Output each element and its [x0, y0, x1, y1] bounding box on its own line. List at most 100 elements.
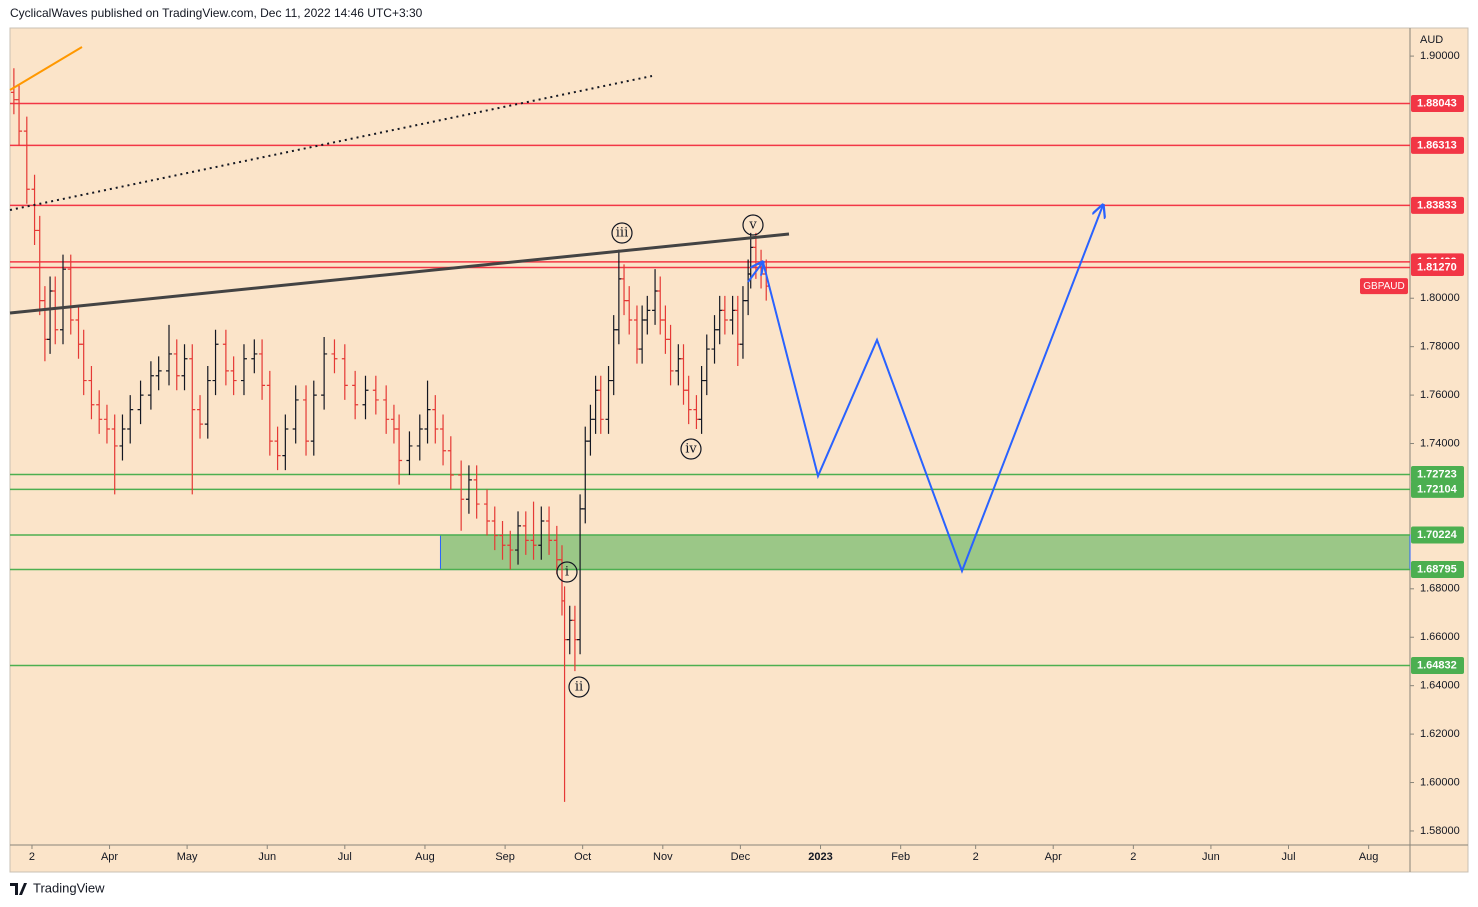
ohlc-bar: [222, 329, 229, 386]
price-badge-label: 1.72723: [1417, 468, 1457, 480]
ohlc-bar: [396, 414, 403, 485]
ohlc-bar: [491, 506, 498, 551]
trend-line: [9, 75, 653, 211]
price-badge-label: 1.83833: [1417, 199, 1457, 211]
ohlc-bar: [52, 276, 59, 345]
ohlc-bar: [127, 395, 134, 444]
wave-label: ii: [575, 680, 583, 695]
ohlc-bar: [440, 414, 447, 466]
ohlc-bar: [406, 431, 413, 476]
symbol-tag: [1360, 278, 1408, 295]
ohlc-bar: [274, 426, 281, 471]
x-tick-label: 2: [1130, 851, 1136, 863]
ohlc-bar: [703, 334, 710, 396]
ohlc-bar: [465, 465, 472, 514]
ohlc-bar: [383, 385, 390, 434]
wave-label: v: [748, 218, 757, 233]
header: CyclicalWaves published on TradingView.c…: [10, 6, 423, 20]
ohlc-bar: [155, 356, 162, 391]
ohlc-bar: [60, 254, 67, 345]
ohlc-bar: [352, 370, 359, 420]
wave-circle: [742, 214, 764, 236]
ohlc-bar: [111, 414, 118, 495]
y-tick-label: 1.74000: [1420, 437, 1460, 449]
ohlc-bar: [644, 295, 651, 335]
x-tick-label: Feb: [891, 851, 910, 863]
ohlc-bar: [721, 295, 728, 335]
y-tick-label: 1.60000: [1420, 776, 1460, 788]
ohlc-bar: [147, 361, 154, 410]
y-tick-label: 1.78000: [1420, 341, 1460, 353]
price-badge: [1411, 480, 1464, 498]
projection: [747, 262, 763, 283]
x-tick-label: Nov: [653, 851, 673, 863]
support-zone: [439, 534, 1411, 571]
price-badge: [1411, 94, 1464, 112]
x-tick-label: Apr: [1045, 851, 1062, 863]
y-tick-label: 1.76000: [1420, 389, 1460, 401]
projection: [762, 205, 1103, 574]
ohlc-bar: [432, 395, 439, 444]
y-tick-label: 1.64000: [1420, 680, 1460, 692]
ohlc-bar: [251, 339, 258, 374]
x-tick-label: Sep: [495, 851, 515, 863]
wave-circle: [556, 561, 578, 583]
ohlc-bar: [458, 460, 465, 531]
x-tick-label: 2023: [808, 851, 832, 863]
y-tick-label: 1.58000: [1420, 825, 1460, 837]
price-badge-label: 1.64832: [1417, 659, 1457, 671]
ohlc-bar: [310, 380, 317, 456]
ohlc-bar: [685, 375, 692, 425]
ohlc-bar: [240, 344, 247, 396]
ohlc-bar: [416, 414, 423, 461]
ohlc-bar: [667, 324, 674, 386]
wave-label: i: [565, 565, 569, 580]
x-tick-label: May: [177, 851, 198, 863]
wave-circle: [568, 676, 590, 698]
price-badge-label: 1.72104: [1417, 483, 1458, 495]
symbol-label: GBPAUD: [1363, 281, 1405, 292]
x-tick-label: Jun: [258, 851, 276, 863]
ohlc-bar: [67, 254, 74, 335]
ohlc-bar: [119, 414, 126, 461]
x-tick-label: Aug: [415, 851, 435, 863]
y-tick-label: 1.90000: [1420, 50, 1460, 62]
ohlc-bar: [212, 329, 219, 396]
ohlc-bar: [484, 489, 491, 536]
price-badge-label: 1.86313: [1417, 139, 1457, 151]
ohlc-bar: [303, 385, 310, 456]
ohlc-bar: [626, 286, 633, 335]
price-badge-label: 1.68795: [1417, 563, 1457, 575]
ohlc-bar: [473, 465, 480, 519]
x-tick-label: Jun: [1202, 851, 1220, 863]
ohlc-bar: [321, 336, 328, 410]
ohlc-bar: [597, 375, 604, 434]
wave-label: iv: [685, 442, 697, 457]
ohlc-bar: [80, 329, 87, 396]
ohlc-bar: [259, 339, 266, 400]
price-badge: [1411, 258, 1464, 276]
price-badge: [1411, 136, 1464, 154]
ohlc-bar: [447, 436, 454, 490]
axes: 1.90000 1.80000 1.78000 1.76000 1.74000 1.680…: [29, 50, 1464, 863]
price-badge-label: 1.70224: [1417, 529, 1458, 541]
ohlc-bar: [515, 511, 522, 565]
ohlc-bar: [23, 116, 30, 204]
ohlc-bar: [88, 366, 95, 420]
ohlc-bar: [507, 530, 514, 570]
ohlc-bar: [282, 414, 289, 471]
price-badge-label: 1.88043: [1417, 97, 1457, 109]
x-tick-label: Jul: [338, 851, 352, 863]
price-badge: [1411, 196, 1464, 214]
ohlc-bar: [204, 366, 211, 439]
wave-circle: [611, 222, 633, 244]
ohlc-bar: [341, 344, 348, 400]
logo-icon: [10, 883, 27, 895]
y-tick-label: 1.80000: [1420, 292, 1460, 304]
x-tick-label: Oct: [574, 851, 591, 863]
ohlc-bar: [173, 339, 180, 391]
ohlc-bar: [266, 370, 273, 456]
y-tick-label: 1.68000: [1420, 583, 1460, 595]
